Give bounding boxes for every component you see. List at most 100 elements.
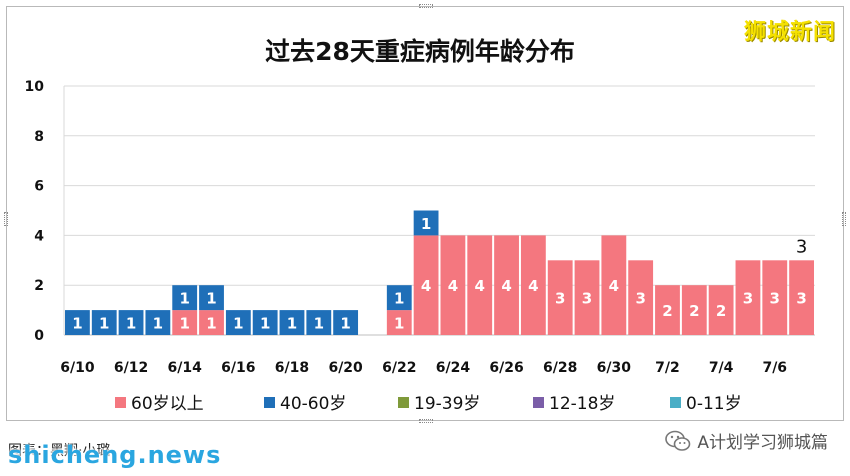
bar-value-label: 1 bbox=[179, 290, 189, 308]
frame-handle-top[interactable] bbox=[419, 4, 433, 8]
x-tick-label: 6/18 bbox=[275, 360, 309, 376]
bar-60岁以上-7/7 bbox=[789, 260, 814, 335]
bar-60岁以上-7/3 bbox=[681, 285, 707, 335]
x-tick-label: 6/20 bbox=[328, 360, 363, 376]
watermark-logo: 狮城新闻 bbox=[743, 20, 836, 45]
bar-40-60岁-6/10 bbox=[65, 310, 90, 335]
bar-value-label: 1 bbox=[206, 315, 216, 333]
x-tick-label: 7/4 bbox=[709, 360, 734, 376]
bar-value-label: 3 bbox=[743, 290, 753, 308]
legend-swatch bbox=[115, 397, 126, 408]
bar-60岁以上-6/14 bbox=[172, 310, 198, 335]
bar-total-annotation: 3 bbox=[796, 236, 807, 257]
y-tick-label: 8 bbox=[34, 129, 44, 145]
wechat-icon bbox=[665, 430, 691, 451]
bar-60岁以上-7/4 bbox=[708, 285, 734, 335]
site-logo: shicheng.news bbox=[8, 441, 222, 469]
bar-40-60岁-6/18 bbox=[279, 310, 305, 335]
bar-value-label: 1 bbox=[179, 315, 189, 333]
bar-value-label: 1 bbox=[421, 215, 431, 233]
x-tick-label: 6/30 bbox=[597, 360, 632, 376]
x-tick-label: 6/16 bbox=[221, 360, 255, 376]
x-tick-label: 6/28 bbox=[543, 360, 577, 376]
legend: 60岁以上 40-60岁 19-39岁 12-18岁 0-11岁 bbox=[115, 394, 742, 414]
bar-60岁以上-7/6 bbox=[762, 260, 788, 335]
bar-value-label: 1 bbox=[153, 315, 163, 333]
bar-value-label: 4 bbox=[501, 277, 511, 295]
x-tick-label: 6/10 bbox=[60, 360, 95, 376]
x-tick-label: 6/24 bbox=[436, 360, 471, 376]
wechat-account: A计划学习狮城篇 bbox=[665, 428, 828, 453]
bar-value-label: 3 bbox=[555, 290, 565, 308]
x-axis-ticks: 6/10 6/12 6/14 6/16 6/18 6/20 6/22 6/24 6/26 6/28… bbox=[60, 360, 787, 376]
bar-value-label: 1 bbox=[72, 315, 82, 333]
x-tick-label: 6/26 bbox=[489, 360, 523, 376]
bar-value-label: 1 bbox=[206, 290, 216, 308]
frame-handle-bottom[interactable] bbox=[419, 419, 433, 423]
x-tick-label: 6/12 bbox=[114, 360, 148, 376]
bar-60岁以上-6/30 bbox=[601, 235, 627, 335]
bar-60岁以上-6/24 bbox=[440, 235, 466, 335]
bar-60岁以上-6/26 bbox=[494, 235, 519, 335]
chart-title: 过去28天重症病例年龄分布 bbox=[265, 37, 575, 66]
legend-label: 12-18岁 bbox=[549, 394, 615, 414]
bar-40-60岁-6/16 bbox=[225, 310, 251, 335]
bar-value-label: 1 bbox=[314, 315, 324, 333]
y-axis-ticks: 0 2 4 6 8 10 bbox=[25, 79, 45, 344]
legend-swatch bbox=[398, 397, 409, 408]
bar-value-label: 4 bbox=[528, 277, 538, 295]
bar-value-label: 4 bbox=[421, 277, 431, 295]
image-credit: 图表：黑翔·小璐 bbox=[8, 443, 111, 459]
bar-60岁以上-7/1 bbox=[628, 260, 654, 335]
bar-60岁以上-6/25 bbox=[467, 235, 493, 335]
bar-60岁以上-6/22 bbox=[386, 310, 412, 335]
bar-value-label: 1 bbox=[287, 315, 297, 333]
y-tick-label: 2 bbox=[34, 278, 44, 294]
bar-40-60岁-6/23 bbox=[413, 210, 439, 236]
bar-value-label: 1 bbox=[99, 315, 109, 333]
bar-value-label: 3 bbox=[796, 290, 806, 308]
y-tick-label: 10 bbox=[25, 79, 45, 95]
bar-60岁以上-7/5 bbox=[735, 260, 761, 335]
bar-40-60岁-6/11 bbox=[91, 310, 117, 335]
bar-40-60岁-6/20 bbox=[333, 310, 359, 335]
legend-label: 19-39岁 bbox=[414, 394, 480, 414]
bar-60岁以上-6/15 bbox=[199, 310, 224, 335]
bar-value-label: 4 bbox=[609, 277, 619, 295]
bar-value-label: 3 bbox=[582, 290, 592, 308]
bar-40-60岁-6/19 bbox=[306, 310, 332, 335]
frame-handle-left[interactable] bbox=[4, 212, 8, 226]
bar-60岁以上-6/29 bbox=[574, 260, 600, 335]
bar-value-label: 3 bbox=[770, 290, 780, 308]
bar-value-label: 1 bbox=[233, 315, 243, 333]
legend-label: 40-60岁 bbox=[280, 394, 346, 414]
bar-40-60岁-6/14 bbox=[172, 285, 198, 311]
bar-value-label: 1 bbox=[394, 290, 404, 308]
legend-swatch bbox=[264, 397, 275, 408]
y-tick-label: 0 bbox=[34, 328, 44, 344]
bar-40-60岁-6/15 bbox=[199, 285, 224, 311]
bar-40-60岁-6/22 bbox=[386, 285, 412, 311]
x-tick-label: 6/14 bbox=[168, 360, 203, 376]
bar-40-60岁-6/12 bbox=[118, 310, 144, 335]
bar-60岁以上-7/2 bbox=[655, 285, 680, 335]
legend-swatch bbox=[670, 397, 681, 408]
bar-value-label: 1 bbox=[340, 315, 350, 333]
frame-handle-right[interactable] bbox=[842, 212, 846, 226]
legend-swatch bbox=[533, 397, 544, 408]
legend-label: 60岁以上 bbox=[131, 394, 204, 414]
x-tick-label: 7/2 bbox=[655, 360, 680, 376]
bar-value-label: 1 bbox=[260, 315, 270, 333]
bar-40-60岁-6/17 bbox=[252, 310, 278, 335]
bar-60岁以上-6/27 bbox=[520, 235, 546, 335]
bar-value-label: 4 bbox=[475, 277, 485, 295]
x-tick-label: 6/22 bbox=[382, 360, 416, 376]
bar-40-60岁-6/13 bbox=[145, 310, 171, 335]
wechat-account-name: A计划学习狮城篇 bbox=[697, 433, 828, 453]
bar-value-label: 1 bbox=[394, 315, 404, 333]
bar-60岁以上-6/28 bbox=[547, 260, 573, 335]
bar-value-label: 4 bbox=[448, 277, 458, 295]
legend-label: 0-11岁 bbox=[686, 394, 742, 414]
